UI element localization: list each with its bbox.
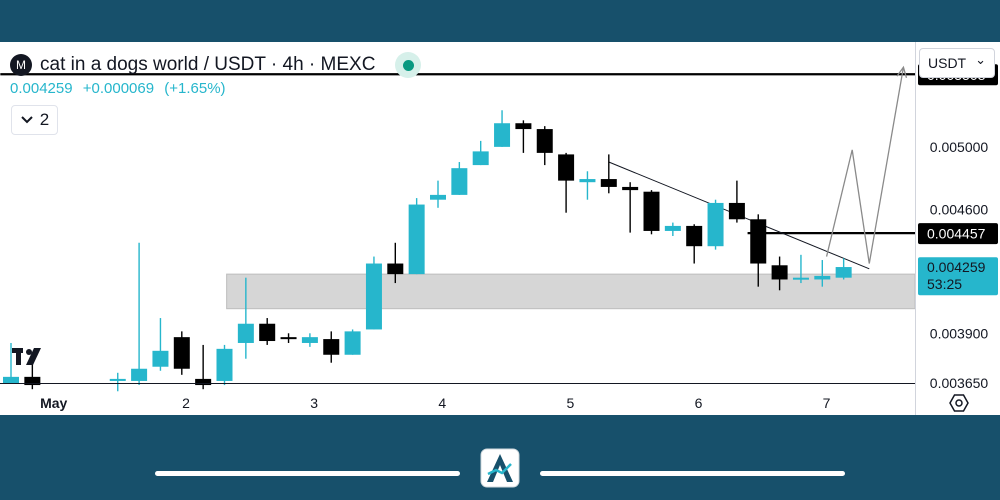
- candle-body: [109, 378, 126, 381]
- chart-panel: 0.005000 0.004600 0.003900 0.003650 May 2 3 4 5 6…: [0, 42, 1000, 415]
- current-price-badge: [918, 257, 998, 296]
- last-price: 0.004259: [10, 80, 73, 97]
- candle-body: [152, 350, 169, 367]
- price-level-badge: [918, 223, 998, 245]
- gear-outline: [949, 394, 969, 412]
- time-axis-label: 6: [695, 395, 703, 411]
- candle-body: [451, 168, 468, 195]
- currency-select[interactable]: USDT ⌄: [919, 48, 995, 78]
- candle-body: [579, 179, 596, 183]
- gear-center: [955, 399, 963, 407]
- price-change-percent: (+1.65%): [164, 80, 226, 97]
- candle-body: [771, 265, 788, 280]
- exchange-logo-icon: M: [10, 54, 32, 76]
- time-axis-label: 2: [182, 395, 190, 411]
- chevron-down-icon: ⌄: [975, 52, 986, 67]
- current-price-label: 0.004259: [927, 259, 986, 275]
- candle-body: [216, 348, 233, 381]
- collapse-indicators-button[interactable]: 2: [11, 105, 58, 135]
- time-axis-label: May: [40, 395, 67, 411]
- candle-body: [3, 376, 19, 383]
- candle-body: [173, 337, 190, 369]
- candle-body: [814, 275, 831, 280]
- price-change-legend: 0.004259 +0.000069 (+1.65%): [10, 80, 232, 97]
- candle-body: [664, 225, 681, 231]
- candle-countdown-label: 53:25: [927, 276, 962, 292]
- candlestick-chart[interactable]: 0.005000 0.004600 0.003900 0.003650 May 2 3 4 5 6…: [0, 42, 1000, 415]
- candle-body: [558, 154, 575, 181]
- candle-body: [195, 378, 212, 386]
- market-status-indicator[interactable]: [395, 52, 422, 78]
- candle-body: [237, 323, 254, 343]
- time-axis-label: 4: [438, 395, 446, 411]
- candle-body: [301, 337, 318, 343]
- indicator-count: 2: [39, 110, 50, 129]
- candle-body: [707, 202, 724, 247]
- candle-body: [536, 129, 553, 153]
- price-level-label: 0.004457: [927, 226, 986, 242]
- candle-body: [280, 337, 297, 340]
- candle-body: [792, 277, 809, 280]
- price-axis-label: 0.003900: [930, 325, 989, 341]
- footer-right-line: [540, 471, 845, 476]
- candle-body: [622, 186, 639, 191]
- projection-path: [825, 67, 905, 264]
- chevron-down-icon: [21, 116, 33, 124]
- footer-left-line: [155, 471, 460, 476]
- support-zone: [226, 273, 916, 310]
- price-change: +0.000069: [82, 80, 155, 97]
- candle-body: [472, 151, 489, 166]
- price-axis-label: 0.004600: [930, 201, 989, 217]
- candle-body: [323, 339, 340, 355]
- candle-body: [131, 368, 148, 381]
- settings-gear-icon[interactable]: [949, 394, 969, 412]
- candle-body: [408, 204, 425, 275]
- candle-body: [24, 376, 41, 386]
- brand-logo-icon: [480, 448, 520, 488]
- candle-body: [600, 179, 617, 187]
- price-axis-label: 0.005000: [930, 139, 989, 155]
- candle-body: [750, 219, 767, 264]
- candle-body: [259, 323, 276, 342]
- time-axis-label: 3: [310, 395, 318, 411]
- projection-arrowhead: [896, 65, 908, 78]
- candle-body: [643, 191, 660, 231]
- candle-body: [515, 123, 532, 130]
- market-open-dot-icon: [402, 59, 414, 71]
- currency-select-value: USDT: [928, 55, 967, 71]
- price-axis-label: 0.003650: [930, 375, 989, 391]
- symbol-title[interactable]: cat in a dogs world / USDT · 4h · MEXC: [40, 54, 376, 75]
- candle-body: [686, 225, 703, 247]
- candle-body: [494, 123, 511, 147]
- candle-body: [387, 263, 404, 275]
- candle-body: [365, 263, 382, 330]
- candle-body: [430, 194, 446, 200]
- time-axis-label: 5: [566, 395, 574, 411]
- tradingview-logo: [12, 348, 41, 365]
- candle-body: [728, 202, 745, 220]
- candle-body: [835, 267, 852, 278]
- candle-body: [344, 331, 361, 355]
- time-axis-label: 7: [823, 395, 831, 411]
- symbol-title-bar: M cat in a dogs world / USDT · 4h · MEXC: [10, 52, 422, 78]
